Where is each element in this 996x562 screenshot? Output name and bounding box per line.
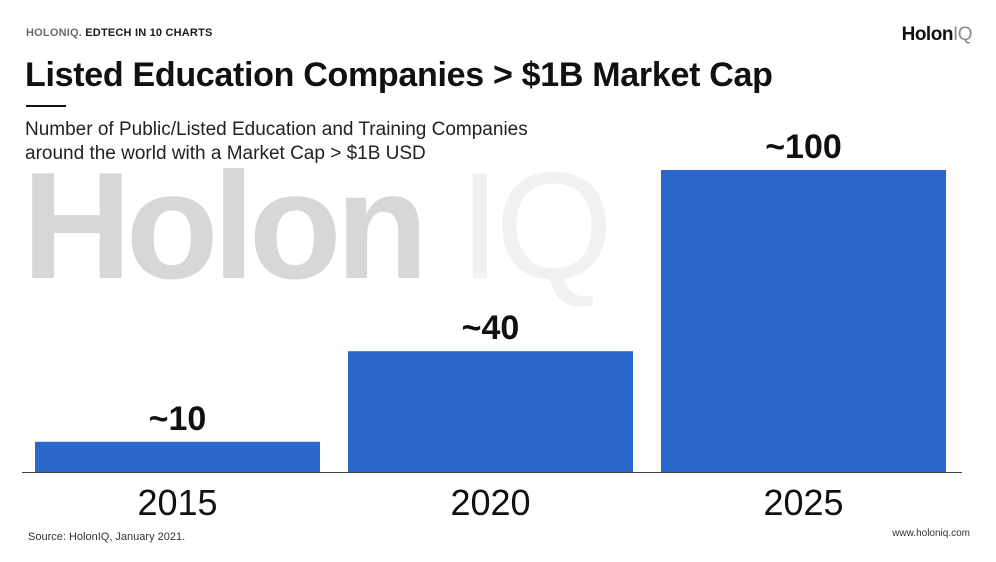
chart-subtitle: Number of Public/Listed Education and Tr… [25, 118, 665, 166]
report-kicker: HOLONIQ. EDTECH IN 10 CHARTS [26, 27, 213, 39]
watermark-main-text: Holon [22, 141, 429, 311]
holoniq-logo: HolonIQ [901, 24, 973, 46]
data-label-2025: ~100 [765, 128, 842, 166]
bar-2020 [348, 351, 633, 472]
subtitle-line-2: around the world with a Market Cap > $1B… [25, 143, 426, 164]
website-url: www.holoniq.com [892, 528, 970, 539]
data-label-2015: ~10 [149, 400, 207, 438]
source-note: Source: HolonIQ, January 2021. [28, 531, 186, 543]
x-tick-label-2025: 2025 [763, 482, 843, 523]
data-label-2020: ~40 [462, 309, 520, 347]
holoniq-watermark: Holon IQ [22, 150, 613, 302]
bar-2015 [35, 441, 320, 472]
logo-iq-text: IQ [952, 24, 973, 45]
kicker-brand: HOLONIQ. [26, 27, 82, 39]
x-tick-label-2015: 2015 [137, 482, 217, 523]
kicker-text: EDTECH IN 10 CHARTS [85, 27, 213, 39]
subtitle-line-1: Number of Public/Listed Education and Tr… [25, 119, 528, 140]
watermark-iq-text: IQ [458, 141, 613, 311]
x-tick-label-2020: 2020 [450, 482, 530, 523]
chart-title: Listed Education Companies > $1B Market … [25, 56, 773, 94]
bar-2025 [661, 170, 946, 472]
title-underline [26, 105, 66, 107]
logo-main-text: Holon [901, 24, 954, 45]
